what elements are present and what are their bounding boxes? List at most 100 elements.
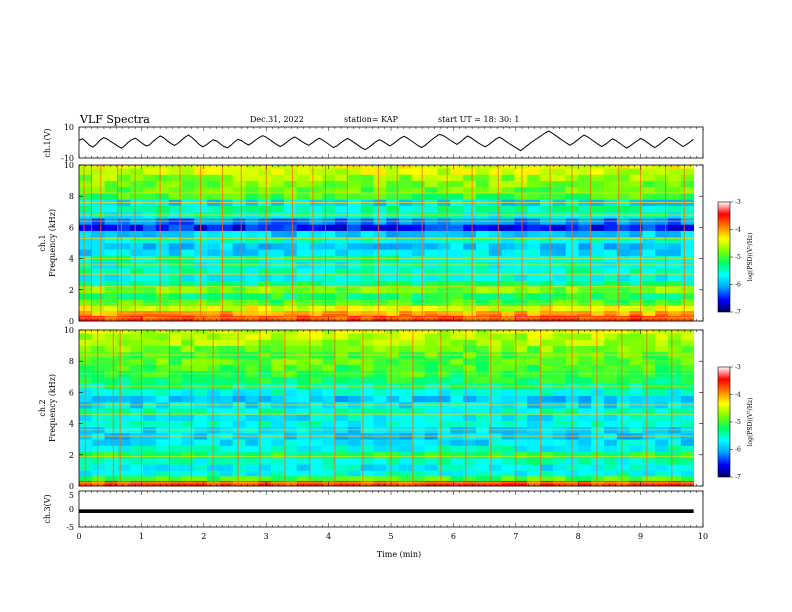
- spectrogram-cell: [245, 267, 259, 275]
- spectrogram-cell: [680, 193, 695, 200]
- spectrogram-cell: [488, 193, 502, 200]
- spectrogram-cell: [604, 464, 618, 471]
- spectrogram-cell: [642, 457, 656, 465]
- spectrogram-cell: [271, 165, 285, 169]
- spectrogram-cell: [604, 249, 618, 256]
- spectrogram-cell: [296, 480, 310, 487]
- spectrogram-cell: [309, 475, 323, 481]
- spectrogram-cell: [258, 464, 272, 471]
- spectrogram-cell: [386, 230, 400, 238]
- spectrogram-cell: [79, 193, 93, 200]
- spectrogram-cell: [322, 174, 336, 181]
- spectrogram-cell: [424, 445, 438, 453]
- spectrogram-cell: [245, 168, 259, 175]
- spectrogram-cell: [309, 389, 323, 396]
- spectrogram-cell: [386, 439, 400, 446]
- spectrogram-cell: [386, 470, 400, 477]
- spectrogram-cell: [437, 274, 451, 281]
- spectrogram-cell: [668, 274, 682, 281]
- spectrogram-cell: [168, 358, 182, 365]
- spectrogram-cell: [475, 475, 490, 481]
- spectrogram-cell: [411, 186, 426, 194]
- spectrogram-cell: [539, 249, 554, 256]
- spectrogram-cell: [335, 445, 349, 453]
- spectrogram-cell: [258, 414, 272, 421]
- spectrogram-cell: [501, 315, 515, 322]
- spectrogram-cell: [309, 224, 323, 231]
- spectrogram-cell: [347, 439, 362, 446]
- spectrogram-cell: [271, 280, 285, 288]
- spectrogram-cell: [437, 224, 451, 231]
- spectrogram-cell: [424, 236, 438, 244]
- frequency-tick-label: 8: [69, 357, 74, 366]
- spectrogram-cell: [655, 464, 669, 471]
- spectrogram-cell: [181, 358, 195, 365]
- ch3-ytick-bottom: -5: [66, 523, 74, 532]
- spectrogram-cell: [514, 389, 528, 396]
- spectrogram-cell: [642, 315, 656, 322]
- spectrogram-cell: [283, 420, 298, 428]
- spectrogram-cell: [501, 445, 515, 453]
- spectrogram-cell: [335, 339, 349, 346]
- spectrogram-cell: [283, 445, 298, 453]
- spectrogram-cell: [578, 280, 592, 288]
- spectrogram-cell: [488, 470, 502, 477]
- spectrogram-cell: [168, 274, 182, 281]
- spectrogram-cell: [91, 165, 106, 169]
- spectrogram-cell: [680, 376, 695, 384]
- spectrogram-cell: [514, 358, 528, 365]
- spectrogram-cell: [360, 345, 374, 353]
- spectrogram-cell: [488, 205, 502, 213]
- spectrogram-cell: [552, 305, 566, 312]
- spectrogram-cell: [386, 174, 400, 181]
- spectrogram-cell: [501, 414, 515, 421]
- spectrogram-cell: [168, 224, 182, 231]
- spectrogram-cell: [668, 358, 682, 365]
- spectrogram-cell: [411, 315, 426, 322]
- spectrogram-cell: [104, 274, 118, 281]
- spectrogram-cell: [258, 243, 272, 250]
- spectrogram-cell: [181, 205, 195, 213]
- spectrogram-cell: [616, 451, 631, 459]
- spectrogram-cell: [104, 249, 118, 256]
- spectrogram-cell: [591, 330, 605, 334]
- spectrogram-cell: [117, 205, 131, 213]
- spectrogram-cell: [104, 267, 118, 275]
- spectrogram-cell: [258, 274, 272, 281]
- spectrogram-cell: [450, 205, 464, 213]
- spectrogram-cell: [386, 224, 400, 231]
- spectrogram-cell: [360, 230, 374, 238]
- spectrogram-cell: [104, 414, 118, 421]
- spectrogram-cell: [424, 299, 438, 306]
- spectrogram-cell: [591, 205, 605, 213]
- spectrogram-cell: [450, 475, 464, 481]
- spectrogram-cell: [245, 395, 259, 403]
- spectrogram-cell: [642, 389, 656, 396]
- spectrogram-cell: [283, 292, 298, 300]
- spectrogram-cell: [411, 165, 426, 169]
- ch1-spectrogram-ylabel-channel: ch.1: [38, 234, 47, 251]
- spectrogram-cell: [296, 193, 310, 200]
- spectrogram-cell: [194, 439, 208, 446]
- spectrogram-cell: [130, 358, 144, 365]
- spectrogram-cell: [655, 445, 669, 453]
- spectrogram-cell: [322, 439, 336, 446]
- spectrogram-cell: [360, 186, 374, 194]
- spectrogram-cell: [258, 224, 272, 231]
- spectrogram-cell: [322, 186, 336, 194]
- spectrogram-cell: [373, 451, 387, 459]
- spectrogram-cell: [360, 243, 374, 250]
- spectrogram-cell: [283, 414, 298, 421]
- spectrogram-cell: [411, 292, 426, 300]
- spectrogram-cell: [642, 274, 656, 281]
- spectrogram-cell: [155, 205, 170, 213]
- spectrogram-cell: [79, 243, 93, 250]
- spectrogram-cell: [168, 364, 182, 371]
- spectrogram-cell: [271, 464, 285, 471]
- spectrogram-cell: [680, 470, 695, 477]
- spectrogram-cell: [271, 414, 285, 421]
- spectrogram-cell: [680, 286, 695, 294]
- spectrogram-cell: [155, 480, 170, 487]
- spectrogram-cell: [283, 180, 298, 188]
- time-tick-label: 10: [698, 532, 708, 541]
